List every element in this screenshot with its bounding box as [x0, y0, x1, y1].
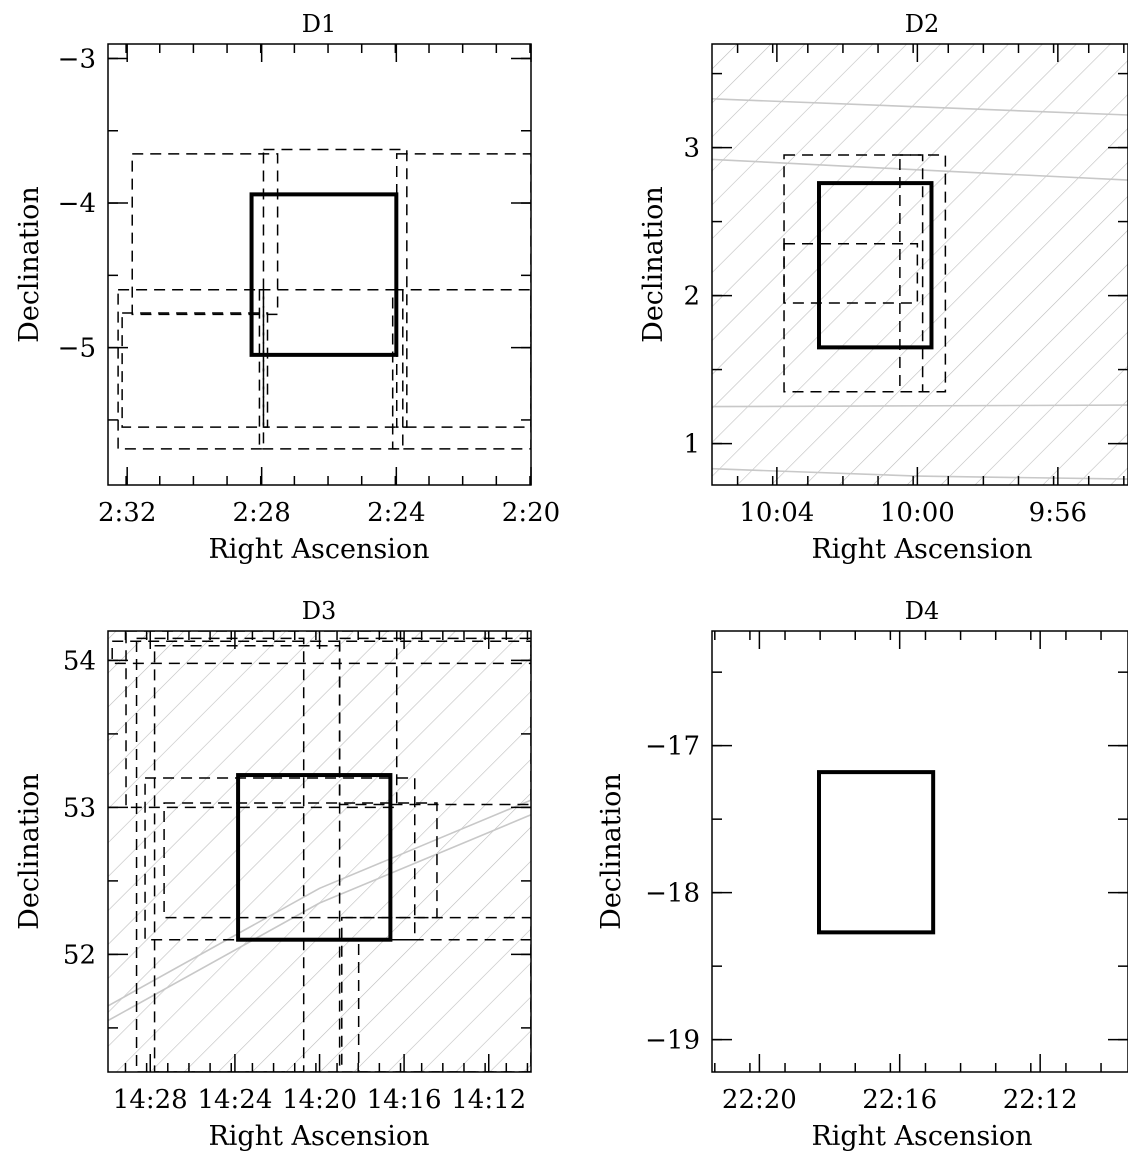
- y-tick-label: 3: [683, 134, 700, 164]
- pointing-field: [121, 312, 269, 428]
- x-tick-label: 14:20: [282, 1085, 357, 1115]
- pointing-field: [262, 148, 408, 428]
- y-tick-label: −17: [645, 732, 700, 762]
- pointing-field: [899, 154, 924, 393]
- x-tick-label: 10:00: [880, 498, 955, 528]
- pointing-field: [111, 640, 531, 665]
- x-tick-label: 2:32: [98, 498, 156, 528]
- y-tick-label: 1: [683, 430, 700, 460]
- plot-area: [712, 44, 1128, 485]
- coverage-curve: [712, 158, 1128, 181]
- pointing-field: [391, 289, 531, 450]
- x-tick-label: 14:16: [367, 1085, 442, 1115]
- x-tick-label: 14:24: [197, 1085, 272, 1115]
- x-axis-label: Right Ascension: [811, 534, 1032, 565]
- pointing-field: [117, 289, 265, 450]
- coverage-curve: [108, 799, 531, 1007]
- y-tick-label: −5: [58, 334, 96, 364]
- deep-field-box: [236, 773, 393, 942]
- panel-d1: D1 Right Ascension Declination 2:32 2:28 2…: [14, 10, 560, 565]
- x-tick-label: 2:28: [232, 498, 290, 528]
- y-tick-label: 53: [63, 793, 96, 823]
- panel-d2: D2 Right Ascension Declination 10:04 10:0…: [638, 10, 1128, 565]
- y-tick-label: 52: [63, 940, 96, 970]
- pointing-field: [341, 916, 531, 1072]
- panel-d4: D4 Right Ascension Declination 22:20 22:1…: [596, 597, 1128, 1152]
- x-tick-label: 14:12: [451, 1085, 526, 1115]
- y-axis-label: Declination: [14, 773, 45, 930]
- x-tick-label: 2:24: [367, 498, 425, 528]
- panel-title: D4: [905, 597, 940, 625]
- pointing-field: [395, 153, 531, 428]
- plot-frame: [711, 43, 1128, 486]
- pointing-field: [783, 154, 947, 393]
- sky-hatch: [712, 44, 1128, 485]
- x-tick-label: 22:20: [722, 1085, 797, 1115]
- x-axis-label: Right Ascension: [811, 1121, 1032, 1152]
- coverage-curve: [108, 814, 531, 1022]
- y-tick-label: −19: [645, 1026, 700, 1056]
- x-tick-label: 14:28: [113, 1085, 188, 1115]
- pointing-field: [258, 289, 404, 450]
- y-axis-label: Declination: [596, 773, 627, 930]
- pointing-field: [338, 637, 531, 806]
- y-axis-label: Declination: [638, 186, 669, 343]
- x-tick-label: 22:16: [862, 1085, 937, 1115]
- y-tick-label: −18: [645, 879, 700, 909]
- panel-title: D1: [302, 10, 337, 38]
- plot-frame: [107, 43, 532, 486]
- panel-title: D2: [905, 10, 940, 38]
- y-tick-label: −3: [58, 44, 96, 74]
- plot-frame: [711, 630, 1128, 1073]
- x-tick-label: 22:12: [1003, 1085, 1078, 1115]
- x-tick-label: 10:04: [739, 498, 814, 528]
- y-tick-label: 2: [683, 282, 700, 312]
- pointing-field: [153, 644, 341, 1072]
- x-axis-label: Right Ascension: [208, 1121, 429, 1152]
- coverage-curve: [712, 404, 1128, 408]
- deep-field-box: [249, 192, 399, 357]
- pointing-field: [783, 243, 919, 304]
- x-axis-label: Right Ascension: [208, 534, 429, 565]
- deep-field-box: [817, 770, 936, 935]
- panel-title: D3: [302, 597, 337, 625]
- pointing-field: [125, 631, 398, 809]
- panel-d3: D3 Right Ascension Declination 14:28 14:2…: [14, 597, 532, 1152]
- x-tick-label: 2:20: [502, 498, 560, 528]
- x-tick-label: 9:56: [1029, 498, 1087, 528]
- pointing-field: [131, 153, 279, 316]
- plot-area: [108, 631, 531, 1072]
- y-axis-label: Declination: [14, 186, 45, 343]
- coverage-curve: [712, 98, 1128, 116]
- plot-area: [117, 148, 531, 450]
- pointing-field: [163, 802, 438, 919]
- deep-field-box: [817, 181, 934, 350]
- y-tick-label: −4: [58, 189, 96, 219]
- y-tick-label: 54: [63, 646, 96, 676]
- plot-area: [817, 770, 936, 935]
- sky-hatch: [108, 631, 531, 1072]
